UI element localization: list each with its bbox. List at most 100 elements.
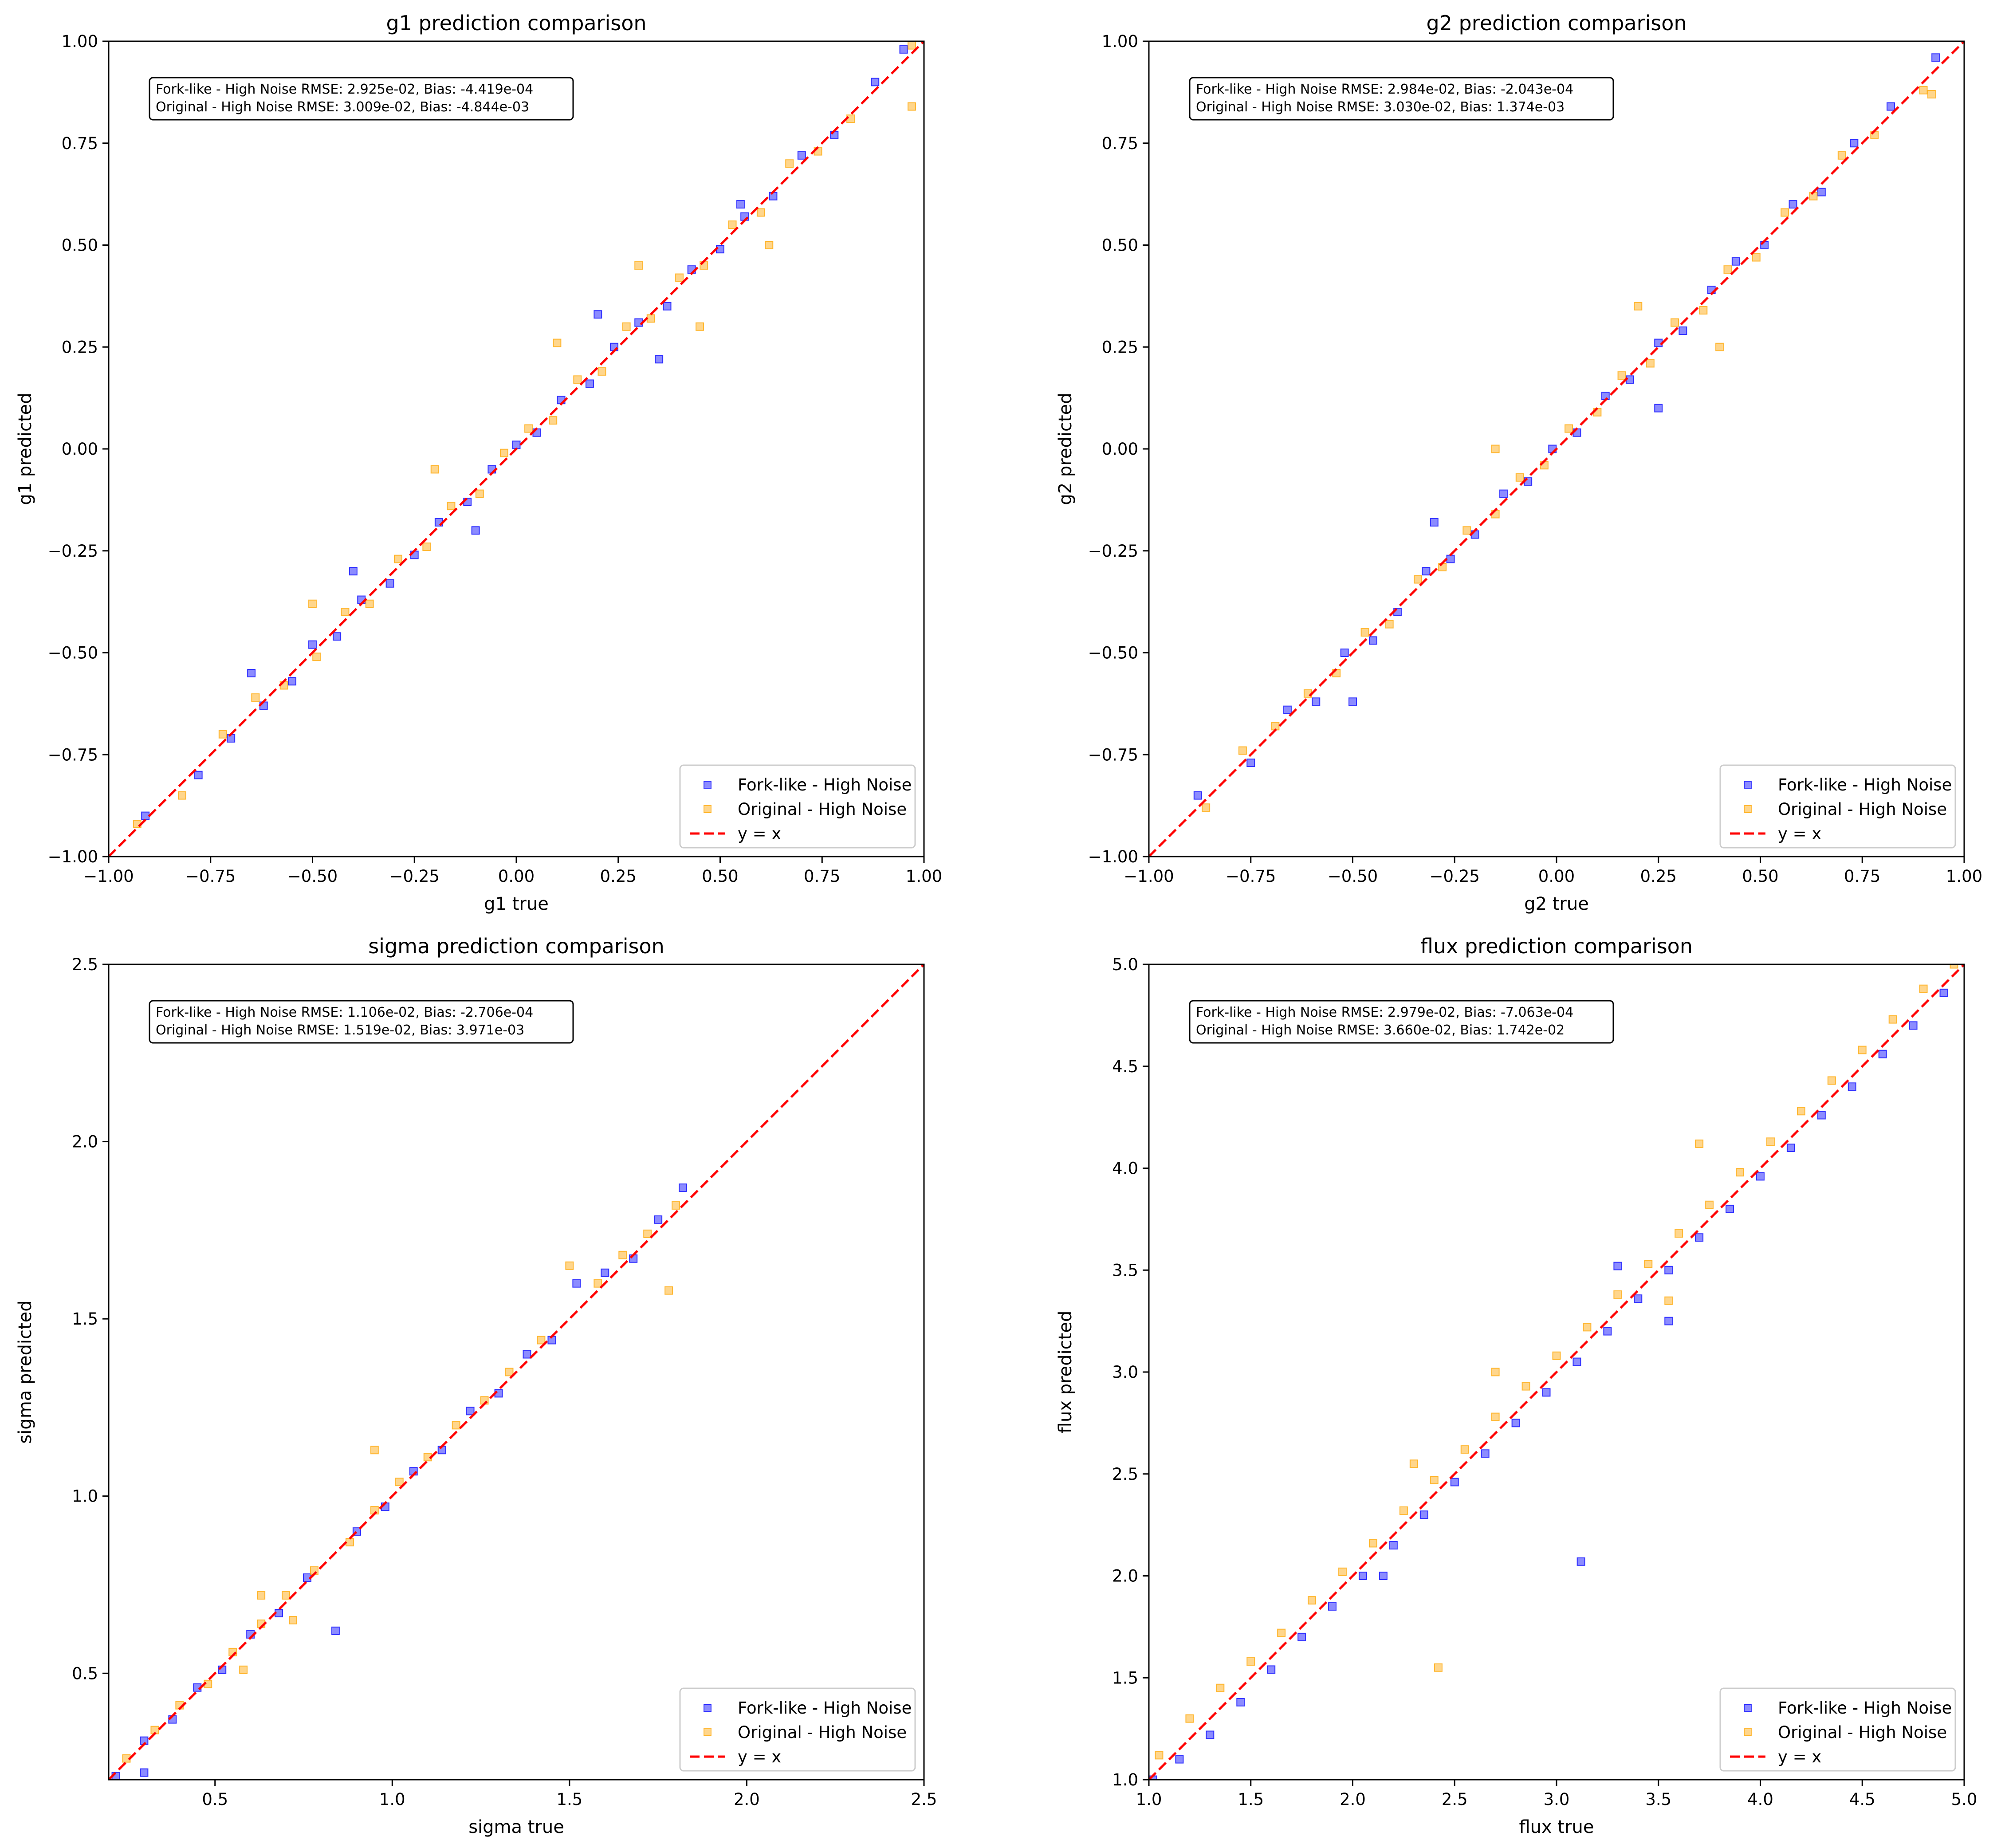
data-point — [1481, 1449, 1490, 1458]
x-tick-label: 3.5 — [1645, 1790, 1671, 1809]
y-tick-label: 1.5 — [72, 1309, 98, 1329]
y-tick-label: 5.0 — [1112, 955, 1138, 974]
data-point — [1267, 1665, 1276, 1674]
data-point — [1462, 526, 1471, 535]
data-point — [1644, 1259, 1653, 1268]
data-point — [899, 45, 908, 54]
data-point — [140, 1768, 149, 1777]
data-point — [1679, 326, 1687, 335]
data-point — [672, 1201, 680, 1210]
data-point — [1909, 1021, 1918, 1030]
chart-title: flux prediction comparison — [1420, 934, 1693, 958]
y-tick-label: 1.0 — [72, 1487, 98, 1506]
data-point — [664, 1286, 673, 1295]
chart-panel-4: flux prediction comparison 1.0 1.5 2.0 2.5 3.… — [1055, 934, 1977, 1837]
data-point — [1236, 1698, 1245, 1706]
reference-line — [109, 964, 924, 1780]
scatter-area — [1149, 964, 1964, 1780]
legend-marker — [1744, 805, 1752, 813]
legend-label: Original - High Noise — [1778, 800, 1947, 819]
data-point — [1572, 1357, 1581, 1366]
legend-label: Original - High Noise — [738, 800, 907, 819]
data-point — [1939, 988, 1948, 997]
y-tick-label: 1.00 — [1102, 32, 1138, 51]
data-point — [1726, 1204, 1734, 1213]
stats-line: Original - High Noise RMSE: 3.030e-02, B… — [1196, 99, 1565, 115]
y-tick-label: 2.0 — [1112, 1567, 1138, 1586]
y-tick-label: 0.00 — [1102, 440, 1138, 459]
data-point — [1950, 964, 1958, 969]
stats-box — [1189, 77, 1614, 121]
legend: Fork-like - High Noise Original - High No… — [679, 764, 916, 849]
data-point — [251, 693, 260, 702]
x-tick-label: −0.25 — [389, 867, 440, 886]
legend-label: Original - High Noise — [738, 1723, 907, 1742]
x-tick-label: 1.00 — [1946, 867, 1982, 886]
data-point — [1515, 473, 1524, 482]
data-point — [1155, 1751, 1164, 1760]
data-point — [1409, 1459, 1418, 1468]
data-point — [308, 640, 317, 649]
stats-line: Fork-like - High Noise RMSE: 2.979e-02, … — [1196, 1005, 1573, 1020]
data-point — [1358, 1572, 1367, 1580]
data-point — [1603, 1327, 1612, 1336]
data-point — [696, 322, 704, 331]
data-point — [797, 151, 806, 160]
stats-box — [1189, 1000, 1614, 1044]
data-point — [282, 1591, 291, 1600]
data-point — [1175, 1755, 1184, 1764]
y-tick-label: −0.75 — [1088, 745, 1138, 764]
data-point — [1216, 1683, 1225, 1692]
data-point — [499, 448, 508, 457]
x-tick-label: 0.25 — [600, 867, 637, 886]
x-axis-label: flux true — [1519, 1817, 1594, 1837]
y-tick-label: 0.75 — [1102, 134, 1138, 153]
x-tick-label: 1.5 — [556, 1790, 582, 1809]
x-tick-label: 0.75 — [1844, 867, 1880, 886]
reference-line — [1149, 41, 1964, 857]
data-point — [1723, 265, 1732, 274]
x-tick-label: −0.75 — [185, 867, 236, 886]
data-point — [1671, 318, 1679, 327]
data-point — [549, 416, 558, 425]
legend-marker — [704, 1728, 712, 1736]
x-tick-label: 4.0 — [1747, 1790, 1773, 1809]
data-point — [475, 489, 484, 498]
series-2 — [1202, 86, 1936, 812]
x-tick-label: −1.00 — [83, 867, 134, 886]
x-tick-label: −0.75 — [1226, 867, 1276, 886]
data-point — [177, 791, 186, 800]
legend-label: Fork-like - High Noise — [1778, 775, 1952, 794]
series-1 — [1193, 53, 1940, 800]
data-point — [395, 1478, 404, 1486]
data-point — [341, 608, 350, 617]
legend: Fork-like - High Noise Original - High No… — [1719, 764, 1956, 849]
data-point — [430, 465, 439, 474]
data-point — [349, 567, 358, 576]
data-point — [365, 599, 374, 608]
data-point — [247, 668, 256, 677]
data-point — [654, 1215, 663, 1224]
x-tick-label: 2.5 — [911, 1790, 937, 1809]
legend-marker — [1744, 1728, 1752, 1736]
data-point — [1613, 1262, 1622, 1270]
data-point — [1434, 1663, 1443, 1672]
data-point — [1202, 803, 1211, 812]
data-point — [1756, 1172, 1765, 1181]
data-point — [1613, 1290, 1622, 1299]
chart-title: g2 prediction comparison — [1426, 11, 1686, 35]
series-2 — [133, 41, 916, 828]
y-axis-label: g2 predicted — [1055, 393, 1076, 505]
data-point — [1368, 636, 1377, 645]
data-point — [585, 379, 594, 388]
data-point — [1576, 1557, 1585, 1566]
data-point — [505, 1368, 514, 1376]
data-point — [1850, 139, 1859, 148]
data-point — [1654, 404, 1663, 413]
data-point — [573, 375, 582, 384]
data-point — [1731, 257, 1740, 266]
data-point — [1312, 697, 1321, 706]
data-point — [1664, 1317, 1673, 1325]
x-tick-label: 0.25 — [1640, 867, 1677, 886]
data-point — [1919, 86, 1928, 94]
